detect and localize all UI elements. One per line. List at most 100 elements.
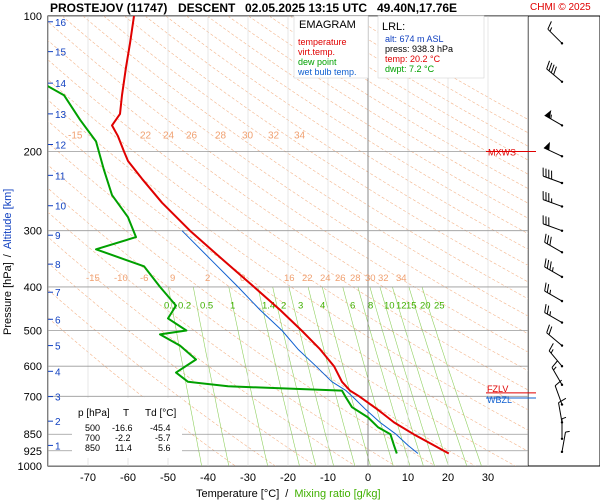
wind-barb [542,167,564,185]
wind-barb-dot [560,205,564,208]
wind-barb-full [542,215,544,224]
legend-item-virt-temp: virt.temp. [298,47,335,57]
pressure-tick-label: 300 [24,226,42,238]
wind-barb [544,258,564,279]
wind-barb-staff [544,266,563,278]
pressure-tick-label: 200 [24,146,42,158]
wind-barb-full [558,397,567,404]
wind-barb-half [549,289,552,295]
wind-barb-dot [560,450,564,454]
theta-label: 32 [268,130,280,141]
wind-barb [547,21,564,45]
mixing-ratio-label-upper: 34 [396,273,407,284]
dry-adiabat [48,21,528,353]
wind-barb-dot [560,42,564,45]
table-row-700-t: -2.2 [115,433,131,443]
wind-barb-full [544,233,547,243]
wind-barb-staff [543,147,563,157]
wind-barb-half [550,114,552,119]
dry-adiabat [48,59,528,391]
wind-barb-dot [560,181,564,185]
series-wet-bulb-temp-line [181,230,419,454]
wind-barb-full [546,235,550,244]
wind-barb-half [561,416,567,420]
pressure-tick-label: 500 [24,326,42,338]
mixing-ratio-label-upper: -10 [114,273,128,284]
altitude-tick-label: 10 [55,202,67,213]
wind-barb-full [548,62,553,71]
wind-barb [542,191,564,208]
x-axis-title-mixing-ratio: Mixing ratio [g/kg] [294,488,380,500]
wind-barb [548,343,564,368]
wind-barb [560,416,567,440]
wind-barb-staff [543,175,563,184]
wind-barb-full [547,21,552,30]
dry-adiabat [48,40,528,372]
lrl-title: LRL: [382,21,405,33]
series-temperature-line [111,16,450,455]
theta-label: -15 [68,130,83,141]
dry-adiabat [124,16,528,283]
wind-barbs [542,21,570,454]
mixing-ratio-label-upper: 32 [378,273,389,284]
wind-barb-full [548,193,550,202]
level-mark-label: FZLV [487,384,508,394]
wind-barb-dot [560,124,564,127]
temperature-tick-label: 20 [442,472,454,484]
altitude-tick-label: 8 [55,260,61,271]
pressure-tick-label: 100 [24,11,42,23]
pressure-tick-label: 600 [24,361,42,373]
mixing-ratio-label-lower: 0.5 [200,301,213,312]
mixing-ratio-label-upper: 30 [365,273,376,284]
mixing-ratio-label-lower: 1 [230,301,235,312]
wind-barb-half [565,430,570,433]
wind-barb-dot [560,251,564,254]
wind-barb-full [546,284,550,293]
wind-barb-full [551,360,558,368]
mixing-ratio-label-upper: 28 [350,273,361,284]
altitude-tick-label: 6 [55,315,61,326]
dry-adiabat [48,79,528,411]
wind-barb-dot [560,344,564,347]
altitude-tick-label: 12 [55,141,67,152]
mixing-ratio-label-upper: 24 [320,273,331,284]
wind-barb-pennant [543,141,550,151]
dry-adiabat [206,16,528,219]
dry-adiabat [48,317,236,466]
wind-barb [560,430,570,454]
wind-barb-pennant [544,109,552,119]
temperature-tick-label: -40 [200,472,216,484]
header-datetime: 02.05.2025 13:15 UTC [245,1,367,15]
wind-barb-full [548,217,550,226]
mixing-ratio-label-upper: -6 [140,273,148,284]
wind-barb-full [545,216,547,225]
altitude-tick-label: 11 [55,171,66,182]
dry-adiabat [165,16,528,250]
wind-barb-full [546,259,550,269]
y-axis-title-pressure: Pressure [hPa] [2,262,14,335]
wind-barb-full [545,192,547,201]
wind-barb-full [542,167,544,177]
table-header-t: T [123,408,129,419]
altitude-tick-label: 5 [55,342,61,353]
wind-barb-dot [560,321,564,324]
table-row-850-td: 5.6 [158,443,171,453]
header-station: PROSTEJOV (11747) [50,1,167,15]
mixing-ratio-label-lower: 15 [406,301,417,312]
mixing-ratio-label-lower: 8 [368,301,373,312]
altitude-tick-label: 1 [55,441,61,452]
theta-label: 28 [215,130,227,141]
mixing-ratio-label-upper: 9 [170,273,175,284]
mixing-ratio-label-lower: 4 [320,301,325,312]
temperature-tick-label: 30 [482,472,494,484]
pressure-tick-label: 925 [24,446,42,458]
grid: -15 22 24 26 28 30 32 34-15 -10 -6 9 2 0 16 22 24 26 28 30… [48,16,528,466]
x-axis-title-temperature: Temperature [°C] [196,488,279,500]
lrl-box [377,15,485,79]
wind-barb-full [544,282,547,292]
mixing-ratio-label-lower: 12 [396,301,407,312]
wind-barb [546,324,564,347]
wind-barb-staff [544,290,563,302]
wind-barb-full [544,304,547,313]
mixing-ratio-label-lower: 6 [350,301,355,312]
